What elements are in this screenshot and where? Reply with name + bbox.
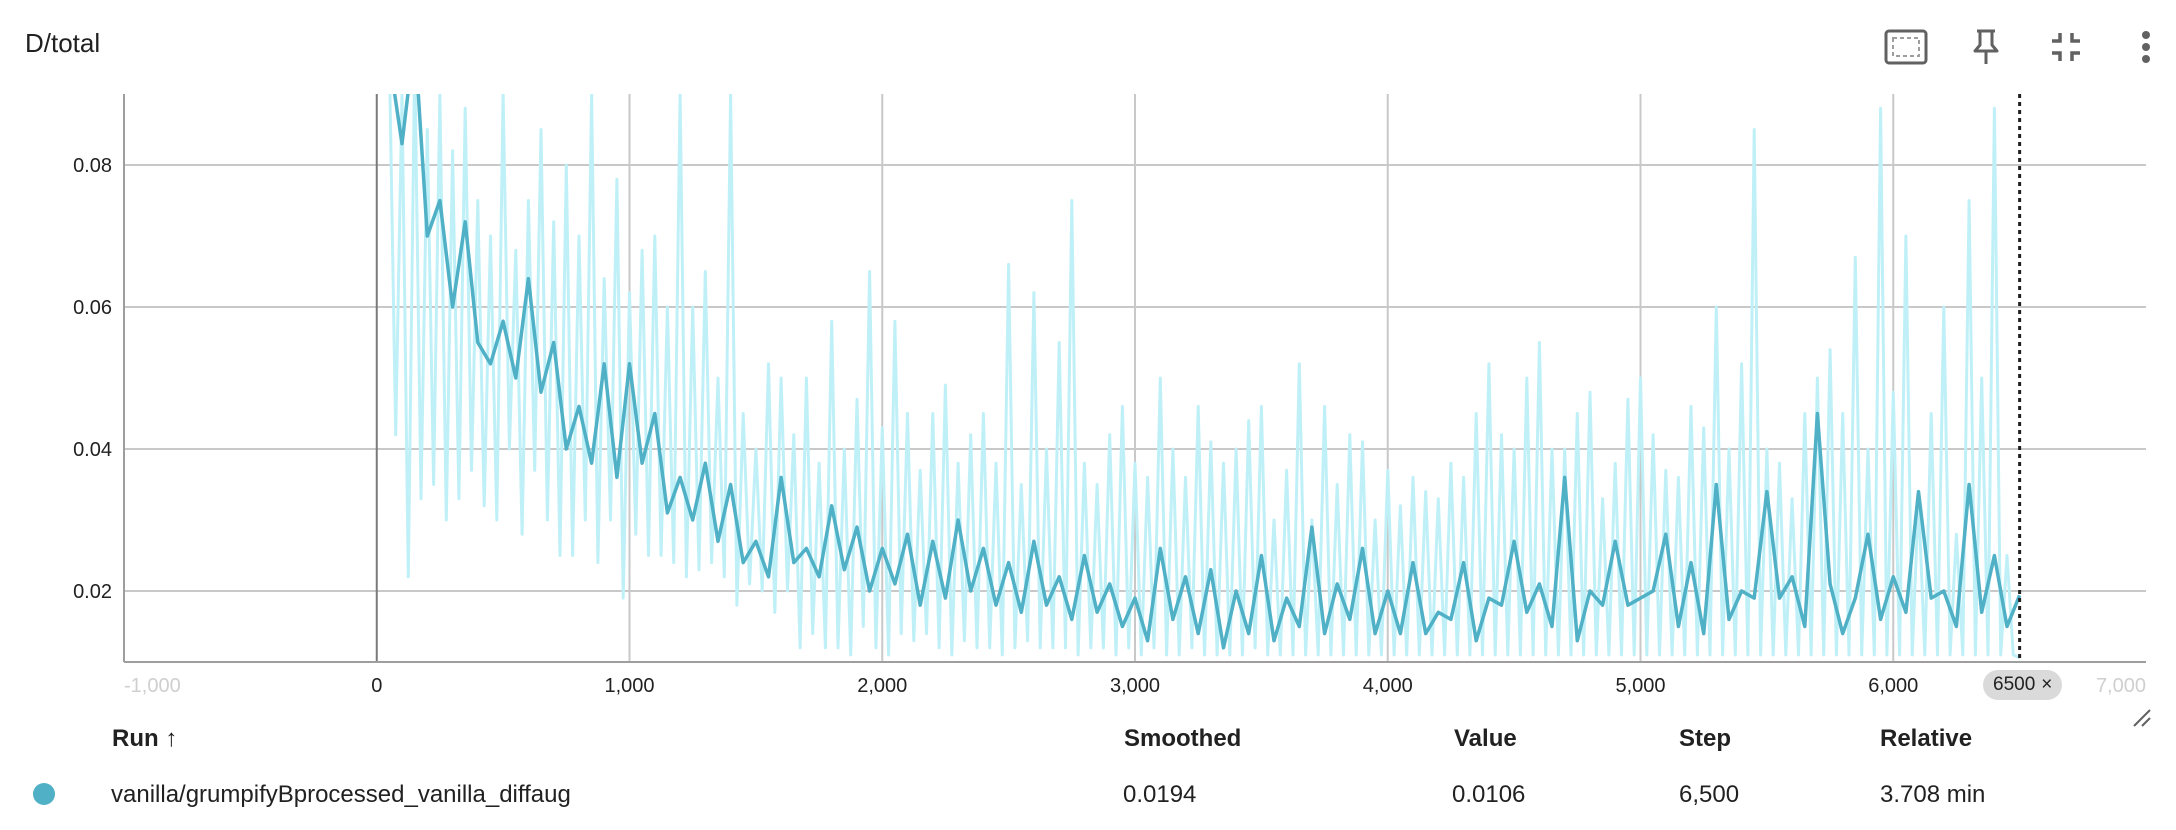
y-tick-label: 0.08	[73, 155, 112, 177]
pin-icon	[1973, 29, 1999, 64]
line-chart[interactable]: 0.02 0.04 0.06 0.08 -1,000 0 1,000 2,000 3,000 4,…	[0, 0, 2176, 720]
col-header-run[interactable]: Run ↑	[112, 725, 178, 752]
x-tick-label: 7,000	[2096, 675, 2146, 697]
run-smoothed: 0.0194	[1123, 781, 1197, 808]
x-tick-label: -1,000	[124, 675, 181, 697]
collapse-icon	[2052, 33, 2080, 61]
x-tick-label: 4,000	[1363, 675, 1413, 697]
run-color-swatch	[33, 783, 55, 805]
x-tick-label: 3,000	[1110, 675, 1160, 697]
y-tick-label: 0.02	[73, 581, 112, 603]
smoothed-series-line	[392, 94, 2022, 650]
y-tick-label: 0.06	[73, 297, 112, 319]
raw-series-line	[388, 94, 2021, 660]
fit-domain-button[interactable]	[1866, 24, 1946, 70]
x-tick-label: 1,000	[604, 675, 654, 697]
card-title: D/total	[25, 28, 101, 58]
step-cursor-chip[interactable]: 6500 ×	[1983, 670, 2063, 700]
card-toolbar	[1866, 24, 2176, 70]
resize-handle-icon[interactable]	[2132, 708, 2152, 728]
close-icon[interactable]: ×	[2041, 674, 2053, 695]
y-tick-label: 0.04	[73, 439, 112, 461]
run-relative: 3.708 min	[1880, 781, 1986, 808]
more-vert-icon	[2142, 31, 2150, 63]
x-tick-label: 6,000	[1868, 675, 1918, 697]
run-name: vanilla/grumpifyBprocessed_vanilla_diffa…	[111, 781, 571, 808]
step-cursor-label: 6500	[1993, 674, 2036, 695]
col-header-step[interactable]: Step	[1679, 725, 1732, 752]
more-button[interactable]	[2106, 24, 2176, 70]
collapse-button[interactable]	[2026, 24, 2106, 70]
run-step: 6,500	[1679, 781, 1740, 808]
col-header-value[interactable]: Value	[1454, 725, 1517, 752]
run-value: 0.0106	[1452, 781, 1526, 808]
pin-button[interactable]	[1946, 24, 2026, 70]
x-tick-label: 2,000	[857, 675, 907, 697]
col-header-smoothed[interactable]: Smoothed	[1124, 725, 1242, 752]
col-header-relative[interactable]: Relative	[1880, 725, 1973, 752]
x-tick-label: 0	[371, 675, 382, 697]
x-tick-label: 5,000	[1615, 675, 1665, 697]
fit-domain-icon	[1884, 29, 1928, 65]
